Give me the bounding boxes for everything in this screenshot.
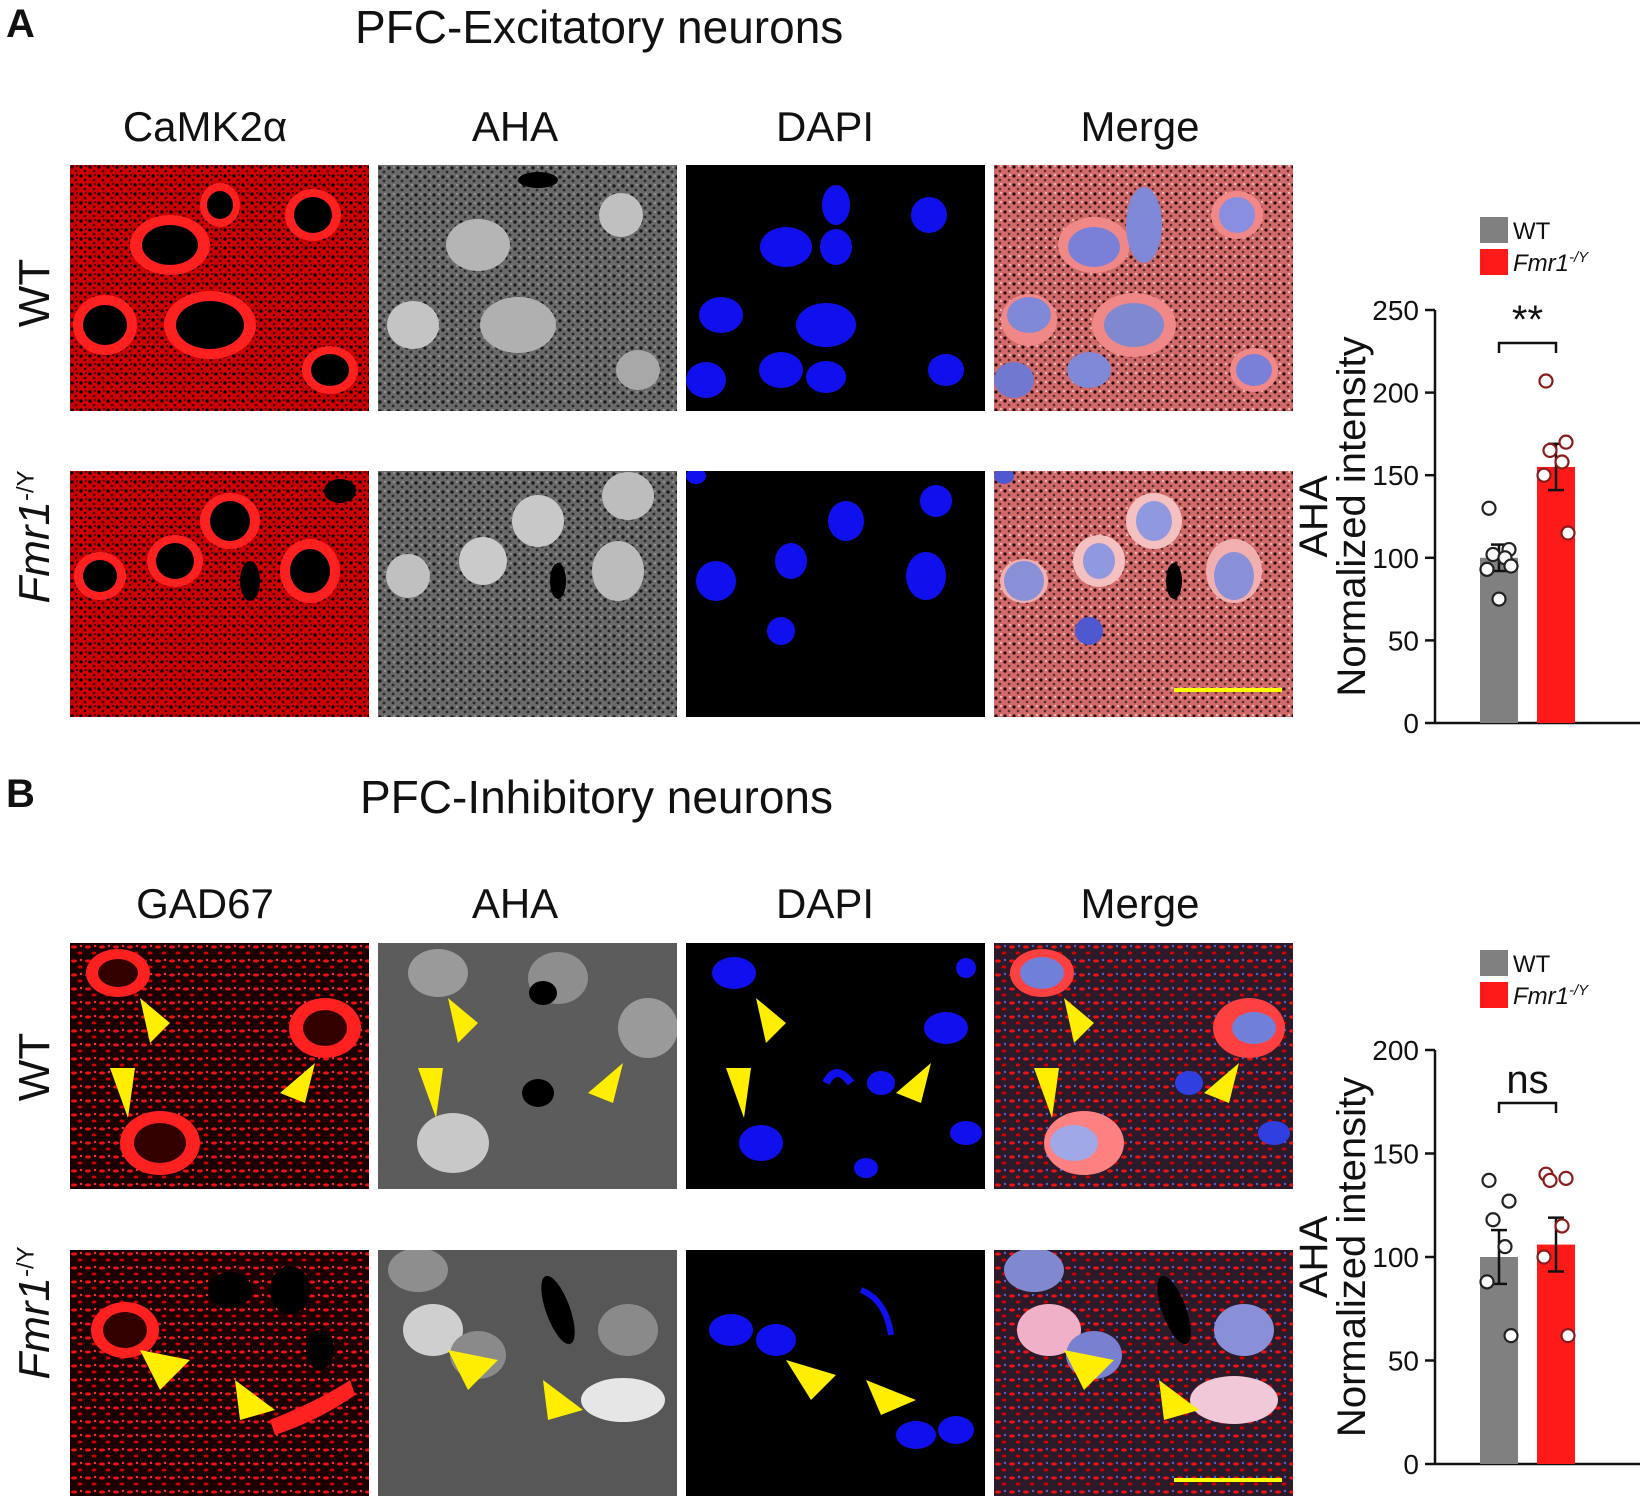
panel-letter-a: A (6, 2, 35, 46)
col-label-b-4: Merge (1080, 880, 1200, 927)
col-label-b-3: DAPI (775, 880, 875, 927)
row-label-a-fmr1: Fmr1-/Y (10, 470, 59, 604)
legend-swatch (1480, 982, 1508, 1008)
data-point (1503, 1328, 1519, 1344)
y-tick-label: 200 (1372, 1035, 1419, 1066)
data-point (1501, 1193, 1517, 1209)
y-tick-label: 150 (1372, 1139, 1419, 1170)
y-tick-label: 100 (1372, 543, 1419, 574)
micrograph-b-fmr1-merge (994, 1250, 1293, 1496)
data-point (1479, 1274, 1495, 1290)
significance-bracket (1497, 341, 1558, 353)
data-point (1497, 1239, 1513, 1255)
y-axis-label: AHA (1292, 475, 1336, 558)
col-label-b-1: GAD67 (136, 880, 274, 927)
col-label-b-2: AHA (471, 880, 559, 927)
micrograph-b-wt-aha (378, 943, 677, 1189)
bar-chart-a: WT Fmr1-/Y AHA Normalized intensity 0 50 100 15… (1290, 205, 1652, 745)
data-point (1491, 591, 1507, 607)
significance-bracket (1497, 1101, 1558, 1113)
data-point (1503, 558, 1519, 574)
data-point (1560, 525, 1576, 541)
row-label-a-wt: WT (10, 258, 59, 328)
y-tick-label: 0 (1403, 708, 1419, 739)
y-axis-label: AHA (1292, 1216, 1336, 1299)
data-point (1538, 373, 1554, 389)
significance-label: ** (1512, 298, 1543, 342)
scale-bar (1174, 688, 1282, 692)
legend-label: Fmr1-/Y (1513, 249, 1589, 277)
micrograph-a-fmr1-dapi (686, 471, 985, 717)
bar (1537, 1244, 1575, 1464)
legend-swatch (1480, 217, 1508, 243)
micrograph-a-fmr1-merge (994, 471, 1293, 717)
data-point (1554, 1218, 1570, 1234)
arrowhead-icon (280, 1063, 315, 1103)
arrowhead-icon (110, 1068, 135, 1118)
micrograph-b-fmr1-dapi (686, 1250, 985, 1496)
micrograph-b-wt-gad67 (70, 943, 369, 1189)
micrograph-b-wt-merge (994, 943, 1293, 1189)
y-tick-label: 50 (1388, 1346, 1419, 1377)
y-axis-label: Normalized intensity (1330, 336, 1374, 696)
data-point (1554, 454, 1570, 470)
arrowhead-icon (140, 998, 170, 1043)
legend-label: WT (1513, 951, 1551, 978)
micrograph-b-wt-dapi (686, 943, 985, 1189)
col-label-a-2: AHA (471, 103, 559, 150)
col-label-a-3: DAPI (775, 103, 875, 150)
y-axis-label: Normalized intensity (1330, 1077, 1374, 1437)
micrograph-a-wt-dapi (686, 165, 985, 411)
data-point (1536, 467, 1552, 483)
panel-title-b: PFC-Inhibitory neurons (360, 771, 833, 823)
legend-label: Fmr1-/Y (1513, 982, 1589, 1010)
legend-label: WT (1513, 218, 1551, 245)
data-point (1542, 442, 1558, 459)
row-label-b-fmr1: Fmr1-/Y (10, 1246, 59, 1380)
panel-title-a: PFC-Excitatory neurons (355, 1, 844, 53)
micrograph-a-wt-camk2a (70, 165, 369, 411)
data-point (1558, 434, 1574, 450)
y-tick-label: 50 (1388, 625, 1419, 656)
micrograph-a-fmr1-camk2a (70, 471, 369, 717)
col-label-a-4: Merge (1080, 103, 1200, 150)
data-point (1560, 1328, 1576, 1344)
micrograph-a-wt-aha (378, 165, 677, 411)
data-point (1536, 1249, 1552, 1265)
data-point (1485, 1212, 1501, 1228)
col-label-a-1: CaMK2α (122, 103, 288, 150)
panel-letter-b: B (6, 772, 35, 816)
micrograph-b-fmr1-gad67 (70, 1250, 369, 1496)
y-tick-label: 150 (1372, 460, 1419, 491)
micrograph-b-fmr1-aha (378, 1250, 677, 1496)
significance-label: ns (1506, 1058, 1548, 1102)
bar (1480, 1257, 1518, 1464)
y-tick-label: 0 (1403, 1449, 1419, 1480)
data-point (1558, 1170, 1574, 1186)
y-tick-label: 100 (1372, 1242, 1419, 1273)
y-tick-label: 250 (1372, 295, 1419, 326)
data-point (1481, 1172, 1497, 1189)
row-label-b-wt: WT (10, 1032, 59, 1102)
legend-swatch (1480, 249, 1508, 275)
bar (1480, 557, 1518, 723)
bar (1537, 466, 1575, 723)
bar-chart-b: WT Fmr1-/Y AHA Normalized intensity 0 50 100 15… (1290, 950, 1652, 1489)
y-tick-label: 200 (1372, 378, 1419, 409)
legend-swatch (1480, 950, 1508, 976)
data-point (1542, 1172, 1558, 1189)
data-point (1481, 500, 1497, 516)
micrograph-a-fmr1-aha (378, 471, 677, 717)
data-point (1479, 561, 1495, 577)
micrograph-a-wt-merge (994, 165, 1293, 411)
